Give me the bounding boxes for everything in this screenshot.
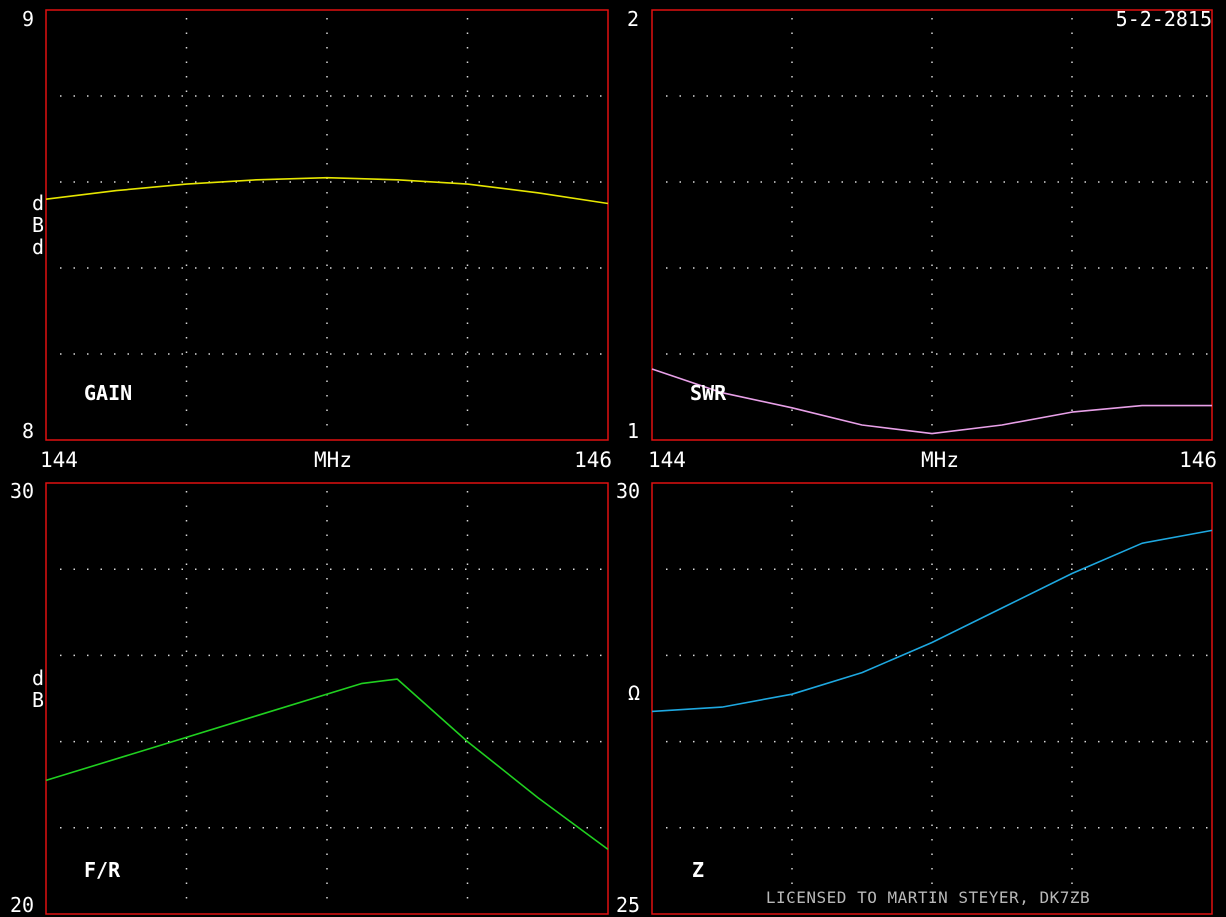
swr-x-max-label: 146 xyxy=(1179,448,1217,472)
gain-y-min-label: 8 xyxy=(22,419,34,443)
z-grid xyxy=(666,491,1208,910)
swr-trace-line xyxy=(651,368,1212,435)
swr-grid xyxy=(666,18,1208,436)
swr-x-min-label: 144 xyxy=(648,448,686,472)
swr-x-unit-label: MHz xyxy=(921,448,959,472)
swr-y-min-label: 1 xyxy=(627,419,639,443)
z-name-label: Z xyxy=(692,858,704,882)
swr-name-label: SWR xyxy=(690,381,727,405)
z-panel: 30 25 Ω Z LICENSED TO MARTIN STEYER, DK7… xyxy=(616,479,1213,917)
fr-trace-line xyxy=(45,678,609,851)
license-text: LICENSED TO MARTIN STEYER, DK7ZB xyxy=(766,888,1090,907)
gain-name-label: GAIN xyxy=(84,381,132,405)
gain-frame xyxy=(45,9,609,441)
gain-x-min-label: 144 xyxy=(40,448,78,472)
fr-y-max-label: 30 xyxy=(10,479,34,503)
swr-panel: 2 1 SWR 144 MHz 146 5-2-2815 xyxy=(627,7,1217,472)
z-frame xyxy=(651,482,1213,915)
fr-frame xyxy=(45,482,609,915)
z-trace-line xyxy=(651,529,1213,713)
z-y-max-label: 30 xyxy=(616,479,640,503)
fr-name-label: F/R xyxy=(84,858,121,882)
swr-frame xyxy=(651,9,1213,441)
swr-y-max-label: 2 xyxy=(627,7,639,31)
z-y-min-label: 25 xyxy=(616,893,640,917)
gain-trace-line xyxy=(45,176,609,205)
fr-y-min-label: 20 xyxy=(10,893,34,917)
gain-grid xyxy=(60,18,604,436)
gain-x-unit-label: MHz xyxy=(314,448,352,472)
gain-y-max-label: 9 xyxy=(22,7,34,31)
fr-grid xyxy=(60,491,604,910)
date-stamp: 5-2-2815 xyxy=(1116,7,1212,31)
z-unit-label: Ω xyxy=(628,681,640,705)
gain-x-max-label: 146 xyxy=(574,448,612,472)
